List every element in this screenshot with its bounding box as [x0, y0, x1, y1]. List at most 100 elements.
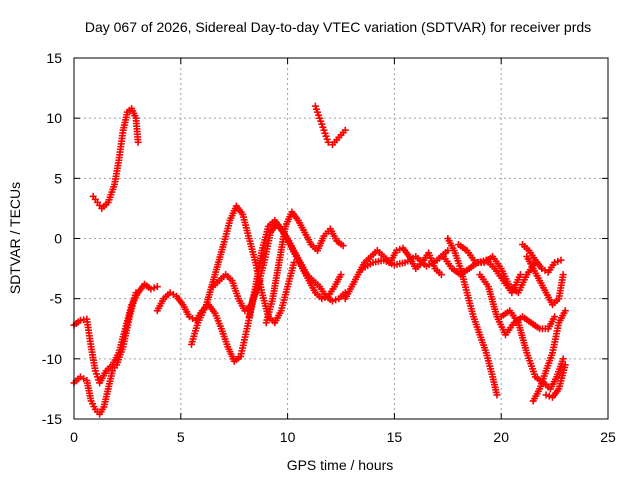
data-point: [541, 286, 549, 294]
data-point: [481, 346, 489, 354]
data-point: [306, 238, 314, 246]
series-arc-7: [245, 216, 349, 321]
data-point: [158, 297, 166, 305]
data-point: [461, 245, 469, 253]
data-point: [315, 111, 323, 119]
data-point: [169, 290, 177, 298]
y-tick-label: 5: [54, 170, 62, 186]
data-point: [210, 273, 218, 281]
data-point: [522, 273, 530, 281]
series-arc-20: [542, 361, 569, 401]
series-arc-15: [476, 271, 559, 339]
data-point: [295, 256, 303, 264]
data-point: [435, 269, 443, 277]
data-point: [475, 328, 483, 336]
data-point: [492, 388, 500, 396]
data-point: [276, 309, 284, 317]
chart-title: Day 067 of 2026, Sidereal Day-to-day VTE…: [85, 19, 591, 35]
data-point: [525, 317, 533, 325]
data-point: [119, 129, 127, 137]
data-point: [184, 310, 192, 318]
data-point: [339, 129, 347, 137]
data-point: [489, 262, 497, 270]
data-point: [87, 340, 95, 348]
data-point: [258, 249, 266, 257]
data-point: [554, 321, 562, 329]
data-point: [398, 259, 406, 267]
data-point: [310, 286, 318, 294]
data-point: [177, 299, 185, 307]
data-point: [505, 280, 513, 288]
data-point: [551, 375, 559, 383]
data-point: [513, 316, 521, 324]
data-point: [446, 262, 454, 270]
data-point: [508, 321, 516, 329]
data-point: [365, 255, 373, 263]
data-point: [251, 256, 259, 264]
data-point: [554, 257, 562, 265]
data-point: [96, 201, 104, 209]
series-arc-2: [70, 289, 140, 418]
data-point: [353, 273, 361, 281]
series-arc-10: [341, 244, 445, 303]
data-point: [216, 322, 224, 330]
data-point: [504, 308, 512, 316]
data-point: [225, 219, 233, 227]
x-tick-label: 10: [280, 429, 296, 445]
x-tick-label: 5: [177, 429, 185, 445]
grid: [74, 58, 608, 419]
data-point: [331, 235, 339, 242]
data-point: [548, 351, 556, 359]
data-point: [534, 323, 542, 331]
data-point: [299, 226, 307, 234]
data-point: [492, 310, 500, 318]
data-point: [487, 254, 495, 262]
data-point: [477, 259, 485, 267]
data-point: [153, 283, 161, 291]
data-point: [74, 318, 82, 326]
data-point: [323, 135, 331, 143]
data-point: [542, 391, 550, 399]
x-tick-label: 15: [387, 429, 403, 445]
data-point: [131, 291, 139, 299]
data-point: [430, 258, 438, 266]
data-point: [553, 387, 561, 395]
data-point: [469, 310, 477, 318]
data-point: [346, 285, 354, 293]
data-point: [523, 245, 531, 253]
data-point: [404, 250, 412, 258]
y-tick-label: -10: [42, 351, 62, 367]
data-point: [536, 262, 544, 270]
data-point: [229, 355, 237, 363]
data-point: [319, 235, 327, 242]
data-point: [283, 285, 291, 293]
data-point: [332, 296, 340, 304]
data-point: [449, 244, 457, 252]
x-axis-label: GPS time / hours: [287, 457, 394, 473]
data-point: [512, 287, 520, 295]
data-point: [534, 387, 542, 395]
data-point: [104, 387, 112, 395]
data-point: [293, 214, 301, 222]
data-point: [234, 354, 242, 362]
data-point: [456, 262, 464, 270]
series-arc-3: [89, 105, 142, 212]
data-point: [125, 315, 133, 323]
data-point: [561, 364, 569, 372]
data-point: [237, 208, 245, 216]
data-point: [219, 243, 227, 251]
data-point: [553, 297, 561, 305]
data-point: [534, 274, 542, 282]
data-point: [108, 369, 116, 377]
data-point: [396, 245, 404, 253]
data-point: [319, 123, 327, 131]
data-point: [560, 309, 568, 317]
y-tick-label: 15: [46, 50, 62, 66]
data-point: [559, 273, 567, 281]
data-point: [530, 370, 538, 378]
data-point: [209, 307, 217, 315]
data-point: [337, 240, 345, 248]
data-point: [242, 328, 250, 336]
data-point: [80, 316, 88, 324]
y-axis-label: SDTVAR / TECUs: [7, 182, 23, 294]
